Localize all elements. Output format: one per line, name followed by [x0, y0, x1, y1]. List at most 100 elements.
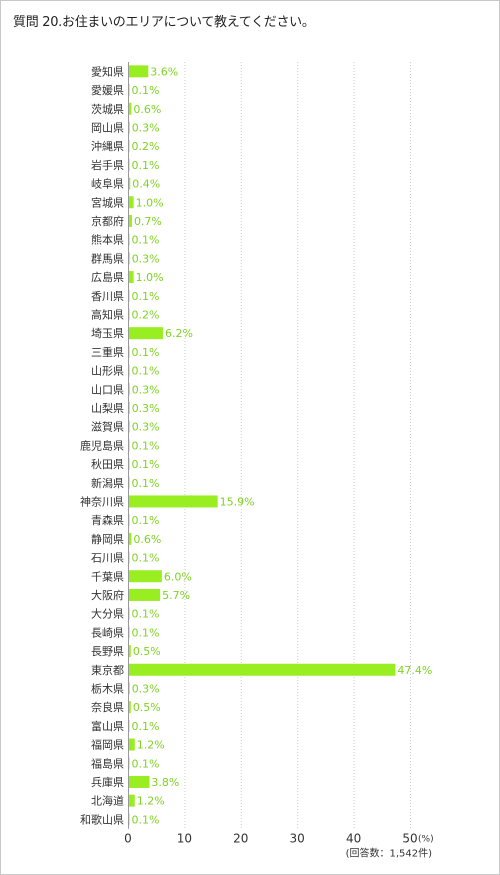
category-label: 三重県 — [91, 345, 124, 359]
x-tick-label: 0 — [124, 832, 132, 846]
category-label: 山梨県 — [91, 401, 124, 415]
category-label: 北海道 — [91, 794, 124, 808]
value-label: 0.1% — [132, 608, 160, 621]
value-label: 0.3% — [132, 121, 160, 134]
category-label: 奈良県 — [91, 700, 124, 714]
value-label: 0.2% — [132, 140, 160, 153]
category-label: 茨城県 — [91, 102, 124, 116]
category-label: 大分県 — [91, 607, 124, 621]
x-tick-label: 40 — [346, 832, 361, 846]
value-label: 0.1% — [132, 514, 160, 527]
value-label: 0.1% — [132, 234, 160, 247]
category-label: 兵庫県 — [91, 775, 124, 789]
bar — [128, 532, 132, 545]
category-label: 山口県 — [91, 383, 124, 396]
value-label: 0.1% — [132, 458, 160, 471]
bar — [128, 794, 135, 807]
value-label: 1.0% — [136, 271, 164, 284]
bar — [128, 588, 161, 601]
bar — [128, 102, 132, 115]
x-tick-label: 30 — [290, 832, 305, 846]
value-label: 0.1% — [132, 720, 160, 733]
category-label: 東京都 — [91, 663, 124, 677]
value-label: 5.7% — [162, 589, 190, 602]
value-label: 0.1% — [132, 346, 160, 359]
bar — [128, 701, 131, 714]
bar — [128, 645, 131, 658]
value-label: 15.9% — [220, 495, 255, 508]
category-label: 長野県 — [91, 645, 124, 658]
value-label: 0.1% — [132, 84, 160, 97]
category-label: 愛知県 — [91, 64, 124, 78]
category-label: 岐阜県 — [91, 178, 124, 191]
category-label: 石川県 — [91, 552, 124, 565]
value-label: 0.3% — [132, 383, 160, 396]
category-label: 山形県 — [91, 365, 124, 378]
category-label: 富山県 — [91, 719, 124, 733]
category-label: 神奈川県 — [80, 494, 124, 508]
label-layer: 愛知県 3.6% 愛媛県 0.1% 茨城県 0.6% 岡山県 0.3% 沖縄県 0.2% 岩手県 0.… — [80, 64, 432, 826]
category-label: 栃木県 — [91, 681, 124, 695]
bar — [128, 65, 149, 78]
value-label: 0.3% — [132, 252, 160, 265]
category-label: 福島県 — [91, 756, 124, 770]
category-label: 沖縄県 — [91, 139, 124, 153]
category-label: 和歌山県 — [80, 812, 124, 826]
category-label: 埼玉県 — [91, 326, 124, 340]
bar — [128, 663, 396, 676]
category-label: 熊本県 — [91, 233, 124, 247]
value-label: 3.8% — [151, 776, 179, 789]
grid-layer — [184, 62, 411, 829]
value-label: 0.1% — [132, 626, 160, 639]
value-label: 0.1% — [132, 552, 160, 565]
value-label: 0.1% — [132, 365, 160, 378]
category-label: 京都府 — [91, 214, 124, 228]
bar — [128, 177, 131, 190]
bar — [128, 570, 162, 583]
value-label: 0.4% — [132, 178, 160, 191]
value-label: 0.1% — [132, 757, 160, 770]
category-label: 宮城県 — [91, 195, 124, 209]
category-label: 大阪府 — [91, 588, 124, 602]
value-label: 6.2% — [165, 327, 193, 340]
bar — [128, 214, 132, 227]
category-label: 長崎県 — [91, 625, 124, 639]
category-label: 千葉県 — [91, 569, 124, 583]
value-label: 0.5% — [133, 701, 161, 714]
value-label: 0.1% — [132, 813, 160, 826]
value-label: 0.6% — [133, 533, 161, 546]
value-label: 0.2% — [132, 308, 160, 321]
category-label: 新潟県 — [91, 476, 124, 490]
response-count-note: (回答数：1,542件) — [346, 847, 433, 860]
category-label: 高知県 — [91, 307, 124, 321]
value-label: 0.6% — [133, 103, 161, 116]
category-label: 滋賀県 — [91, 421, 124, 434]
value-label: 1.2% — [137, 739, 165, 752]
category-label: 秋田県 — [91, 457, 124, 471]
value-label: 0.3% — [132, 682, 160, 695]
bar — [128, 775, 150, 788]
axis-layer: 0 10 20 30 40 50 (%) (回答数：1,542件) — [124, 62, 434, 860]
x-tick-label: 50 — [402, 832, 417, 846]
value-label: 0.7% — [134, 215, 162, 228]
x-tick-label: 20 — [233, 832, 248, 846]
value-label: 0.1% — [132, 477, 160, 490]
category-label: 岡山県 — [91, 121, 124, 134]
question-title: 質問 20.お住まいのエリアについて教えてください。 — [13, 15, 315, 30]
x-tick-label: 10 — [177, 832, 192, 846]
bar — [128, 327, 163, 340]
category-label: 広島県 — [91, 270, 124, 284]
category-label: 愛媛県 — [91, 83, 124, 97]
bar — [128, 738, 135, 751]
value-label: 0.1% — [132, 439, 160, 452]
category-label: 福岡県 — [91, 738, 124, 752]
bar — [128, 271, 134, 284]
category-label: 岩手県 — [91, 158, 124, 172]
category-label: 静岡県 — [91, 532, 124, 546]
value-label: 0.1% — [132, 159, 160, 172]
value-label: 1.0% — [136, 196, 164, 209]
value-label: 47.4% — [397, 664, 432, 677]
category-label: 鹿児島県 — [80, 438, 124, 452]
